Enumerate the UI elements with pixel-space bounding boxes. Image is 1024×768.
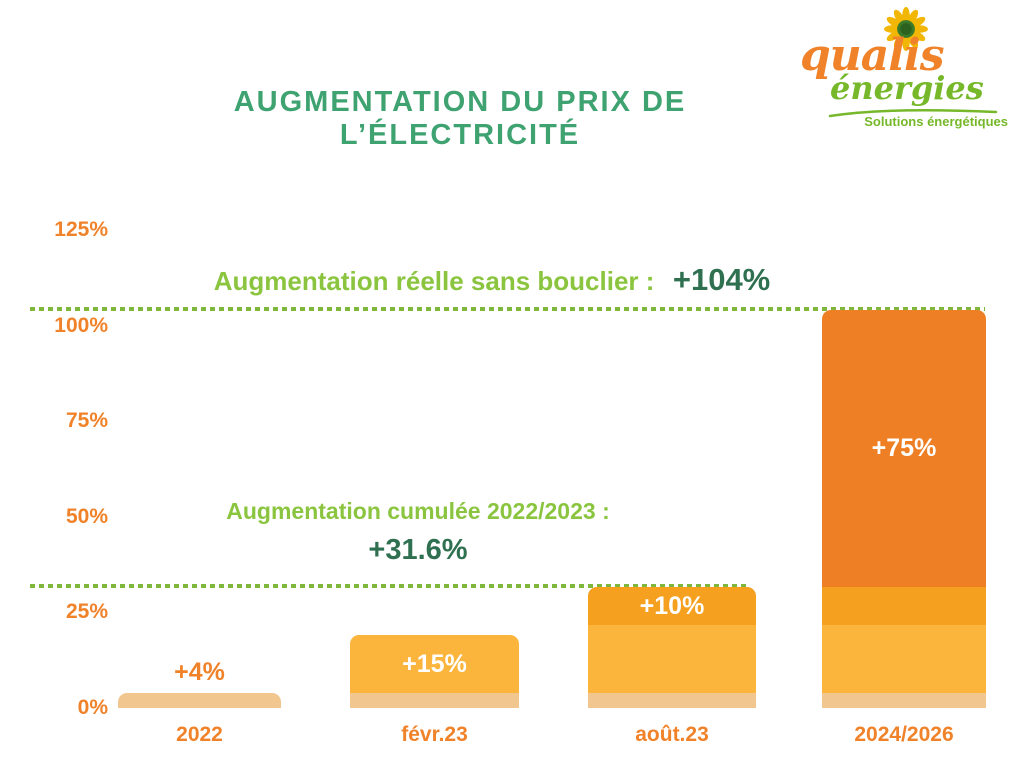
threshold-line-+104% (30, 307, 985, 312)
bar-segment (350, 692, 519, 708)
x-axis-label-févr.23: févr.23 (401, 723, 468, 746)
bar-segment (822, 692, 986, 708)
annotation-cumulative-value: +31.6% (368, 534, 468, 566)
x-axis-label-août.23: août.23 (635, 723, 709, 746)
logo-wordmark-qualis: qualis (800, 30, 944, 81)
page-title-line2: L’ÉLECTRICITÉ (339, 119, 581, 152)
logo-swoosh-icon (828, 108, 998, 118)
y-axis-label-100: 100% (54, 313, 108, 337)
logo-tagline: Solutions énergétiques (864, 114, 1008, 129)
bar-segment (118, 692, 281, 708)
page-title: AUGMENTATION DU PRIX DE L’ÉLECTRICITÉ (150, 86, 770, 153)
annotation-cumulative-text: Augmentation cumulée 2022/2023 : (226, 498, 610, 524)
bar-value-label-2024/2026: +75% (871, 434, 937, 463)
annotation-no-shield-value: +104% (672, 262, 771, 297)
bar-2024/2026 (822, 310, 986, 708)
bar-segment (822, 587, 986, 626)
annotation-no-shield-text: Augmentation réelle sans bouclier : (213, 266, 655, 296)
bar-segment (822, 310, 986, 588)
bar-value-label-2022: +4% (174, 657, 225, 686)
bar-segment (588, 625, 756, 693)
annotation-no-shield: Augmentation réelle sans bouclier : +104… (110, 262, 874, 298)
bar-value-label-août.23: +10% (639, 591, 705, 620)
y-axis-label-0: 0% (77, 696, 108, 719)
bar-value-label-févr.23: +15% (402, 649, 467, 678)
sunflower-icon (884, 7, 928, 51)
bar-segment (350, 635, 519, 693)
annotation-cumulative: Augmentation cumulée 2022/2023 : +31.6% (118, 498, 718, 567)
y-axis-label-125: 125% (54, 218, 108, 241)
bar-2022 (118, 692, 281, 708)
page-title-line1: AUGMENTATION DU PRIX DE (233, 86, 687, 118)
x-axis-label-2024/2026: 2024/2026 (854, 723, 954, 746)
bar-févr.23 (350, 635, 519, 708)
threshold-line-+31.6% (30, 584, 746, 589)
logo-wordmark-energies: énergies (830, 69, 984, 107)
bar-segment (822, 625, 986, 693)
bar-segment (588, 692, 756, 708)
y-axis-label-50: 50% (65, 504, 108, 528)
bar-août.23 (588, 587, 756, 708)
bar-segment (588, 587, 756, 626)
y-axis-label-75: 75% (65, 409, 108, 433)
y-axis-label-25: 25% (65, 600, 108, 624)
x-axis-label-2022: 2022 (176, 723, 223, 746)
logo: qualis énergies Solutions énergétiques (790, 6, 1008, 138)
